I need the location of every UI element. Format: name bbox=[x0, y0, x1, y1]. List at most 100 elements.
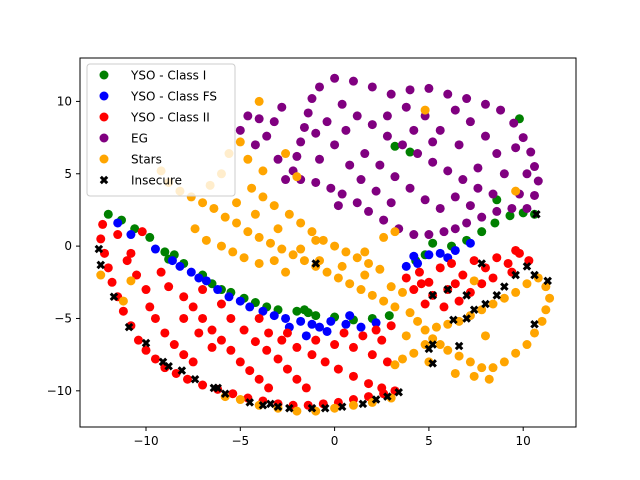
point-yso-class-ii bbox=[469, 256, 479, 266]
point-insecure bbox=[266, 399, 275, 409]
point-stars bbox=[243, 154, 253, 164]
point-yso-class-fs bbox=[401, 261, 411, 271]
point-yso-class-fs bbox=[409, 251, 419, 261]
point-yso-class-fs bbox=[224, 292, 234, 302]
point-yso-class-ii bbox=[333, 364, 343, 374]
point-yso-class-i bbox=[311, 311, 321, 321]
legend-marker bbox=[99, 154, 109, 164]
point-eg bbox=[509, 118, 519, 128]
legend-marker bbox=[99, 175, 109, 185]
point-yso-class-ii bbox=[477, 279, 487, 289]
point-eg bbox=[450, 224, 460, 234]
point-yso-class-fs bbox=[465, 238, 475, 248]
point-yso-class-ii bbox=[198, 380, 208, 390]
point-yso-class-ii bbox=[420, 299, 430, 309]
point-insecure bbox=[530, 319, 539, 329]
point-yso-class-ii bbox=[118, 306, 128, 316]
legend-box bbox=[86, 63, 236, 197]
point-eg bbox=[235, 125, 245, 135]
point-yso-class-ii bbox=[150, 313, 160, 323]
point-stars bbox=[499, 357, 509, 367]
point-yso-class-ii bbox=[371, 325, 381, 335]
point-stars bbox=[318, 235, 328, 245]
point-eg bbox=[435, 203, 445, 213]
point-yso-class-i bbox=[160, 247, 170, 257]
point-eg bbox=[299, 122, 309, 132]
point-eg bbox=[409, 125, 419, 135]
legend-item-insecure: Insecure bbox=[99, 174, 182, 188]
point-yso-class-ii bbox=[377, 335, 387, 345]
point-stars bbox=[397, 287, 407, 297]
point-stars bbox=[333, 273, 343, 283]
point-yso-class-i bbox=[145, 232, 155, 242]
point-stars bbox=[341, 247, 351, 257]
point-stars bbox=[239, 253, 249, 263]
point-yso-class-ii bbox=[126, 248, 136, 258]
point-eg bbox=[296, 137, 306, 147]
series-yso-class-fs bbox=[113, 218, 475, 341]
point-insecure bbox=[469, 305, 479, 315]
point-eg bbox=[492, 149, 502, 159]
point-stars bbox=[281, 149, 291, 159]
point-yso-class-ii bbox=[182, 374, 192, 384]
point-yso-class-fs bbox=[235, 296, 245, 306]
point-stars bbox=[299, 256, 309, 266]
point-yso-class-fs bbox=[213, 285, 223, 295]
point-yso-class-ii bbox=[107, 277, 117, 287]
point-stars bbox=[232, 218, 242, 228]
point-yso-class-ii bbox=[358, 331, 368, 341]
point-yso-class-ii bbox=[273, 354, 283, 364]
point-yso-class-fs bbox=[175, 261, 185, 271]
point-yso-class-ii bbox=[348, 371, 358, 381]
point-eg bbox=[530, 190, 540, 200]
y-tick-label: 0 bbox=[64, 239, 72, 253]
point-yso-class-ii bbox=[524, 256, 534, 266]
point-stars bbox=[484, 374, 494, 384]
point-stars bbox=[243, 227, 253, 237]
point-yso-class-ii bbox=[198, 285, 208, 295]
point-yso-class-i bbox=[292, 306, 302, 316]
point-stars bbox=[292, 172, 302, 182]
legend-item-yso-class-fs: YSO - Class FS bbox=[99, 90, 217, 104]
point-stars bbox=[216, 241, 226, 251]
point-insecure bbox=[428, 340, 437, 349]
point-stars bbox=[198, 198, 208, 208]
point-insecure bbox=[449, 315, 458, 325]
point-stars bbox=[254, 232, 264, 242]
y-tick-label: −10 bbox=[47, 384, 72, 398]
series-eg bbox=[235, 73, 543, 240]
point-stars bbox=[390, 302, 400, 312]
point-insecure bbox=[511, 270, 520, 280]
point-yso-class-fs bbox=[345, 311, 355, 321]
point-stars bbox=[469, 371, 479, 381]
legend: YSO - Class I YSO - Class FS YSO - Class I… bbox=[86, 63, 236, 197]
point-yso-class-ii bbox=[179, 350, 189, 360]
point-stars bbox=[537, 316, 547, 326]
point-stars bbox=[522, 279, 532, 289]
point-yso-class-ii bbox=[409, 285, 419, 295]
point-eg bbox=[405, 183, 415, 193]
point-stars bbox=[413, 316, 423, 326]
point-yso-class-ii bbox=[245, 366, 255, 376]
point-yso-class-i bbox=[384, 311, 394, 321]
point-yso-class-fs bbox=[371, 318, 381, 328]
point-insecure bbox=[177, 366, 187, 375]
point-stars bbox=[228, 247, 238, 257]
point-stars bbox=[511, 186, 521, 196]
point-eg bbox=[424, 230, 434, 240]
legend-label: YSO - Class I bbox=[130, 69, 206, 83]
point-eg bbox=[511, 143, 521, 153]
point-yso-class-fs bbox=[356, 322, 366, 332]
legend-item-stars: Stars bbox=[99, 153, 162, 167]
point-yso-class-ii bbox=[492, 253, 502, 263]
point-stars bbox=[269, 256, 279, 266]
point-yso-class-ii bbox=[226, 345, 236, 355]
point-eg bbox=[330, 140, 340, 150]
point-yso-class-ii bbox=[194, 328, 204, 338]
point-stars bbox=[235, 137, 245, 147]
point-eg bbox=[522, 203, 532, 213]
point-eg bbox=[292, 151, 302, 161]
point-yso-class-ii bbox=[386, 321, 396, 331]
point-yso-class-ii bbox=[330, 340, 340, 350]
legend-marker bbox=[99, 70, 109, 80]
